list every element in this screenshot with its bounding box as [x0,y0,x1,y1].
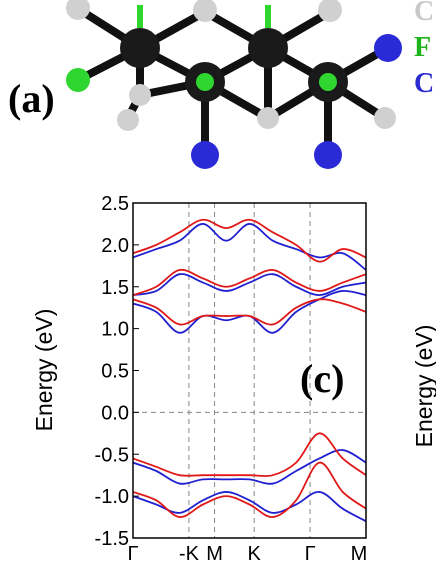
legend-letter-1: C [414,0,434,27]
legend-letter-3: C [414,68,434,99]
y-tick-label: 1.5 [101,277,129,299]
y-tick-label: 1.0 [101,319,129,341]
right-panel-y-label: Energy (eV) [411,325,436,448]
x-tick-label: K [247,543,261,564]
y-tick-label: -1.0 [95,486,129,508]
band-line-blue-1 [133,289,366,334]
hydrogen-atoms [66,0,396,131]
y-tick-label: 2.0 [101,235,129,257]
panel-a-label: (a) [8,76,55,121]
band-line-red-8 [133,432,366,478]
y-tick-label: 0.5 [101,361,129,383]
y-tick-label: 2.5 [101,193,129,215]
band-lines [133,218,366,523]
y-tick-label: -1.5 [95,528,129,550]
y-axis-label: Energy (eV) [31,309,57,432]
y-axis-ticks: -1.5 -1.0 -0.5 0.0 0.5 1.0 1.5 2.0 2.5 [95,193,139,550]
band-line-red-3 [133,268,366,296]
x-tick-label: M [206,543,223,564]
y-tick-label: 0.0 [101,402,129,424]
x-tick-label: -K [179,543,200,564]
panel-c-label: (c) [300,356,344,401]
green-bond-stubs [137,5,271,28]
legend-letter-2: F [414,32,431,63]
band-line-red-5 [133,218,366,263]
band-line-blue-0 [133,273,366,297]
band-line-blue-7 [133,491,366,523]
band-line-red-9 [133,461,366,518]
band-line-blue-2 [133,223,366,271]
band-structure-chart: -1.5 -1.0 -0.5 0.0 0.5 1.0 1.5 2.0 2.5 Γ -K M K Γ M E… [31,193,436,564]
fluorine-atoms [66,68,337,92]
chlorine-atoms [191,34,402,169]
x-tick-label: Γ [127,543,138,564]
x-axis-ticks: Γ -K M K Γ M [127,543,367,564]
x-tick-label: Γ [305,543,316,564]
band-line-blue-6 [133,449,366,485]
molecular-structure: (a) C F C [8,0,434,169]
y-tick-label: -0.5 [95,444,129,466]
band-line-red-4 [133,298,366,326]
x-tick-label: M [351,543,368,564]
